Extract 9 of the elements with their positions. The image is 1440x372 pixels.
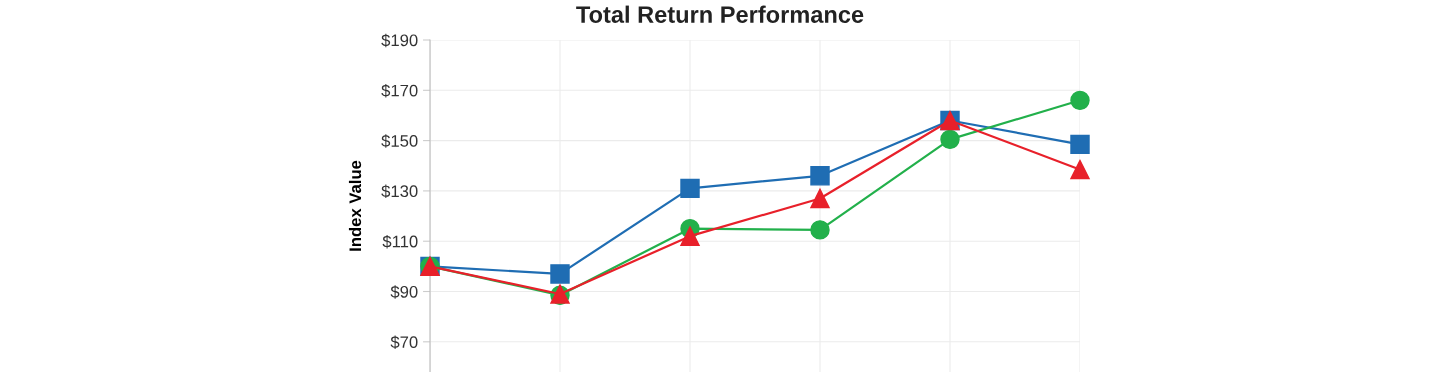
y-tick-label: $190 [381, 33, 418, 48]
y-tick-label: $110 [382, 234, 418, 249]
y-tick-label: $90 [390, 285, 418, 299]
y-tick-label: $70 [390, 335, 418, 350]
y-tick-label: $130 [381, 184, 418, 199]
y-axis-title: Index Value [348, 160, 362, 251]
y-tick-label: $150 [381, 134, 418, 148]
y-tick-label: $170 [381, 84, 418, 98]
chart-title: Total Return Performance [576, 5, 864, 23]
